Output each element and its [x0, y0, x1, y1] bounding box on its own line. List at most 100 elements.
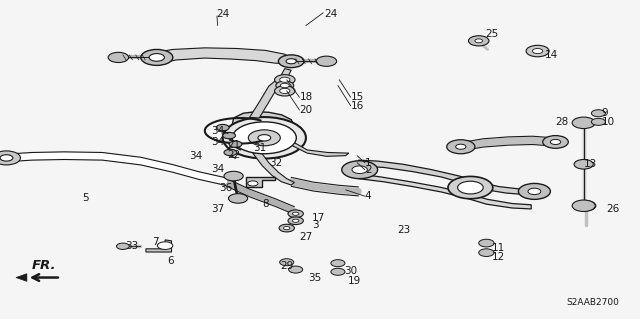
Text: 16: 16 — [351, 101, 364, 111]
Circle shape — [0, 155, 13, 161]
Text: 31: 31 — [253, 143, 266, 153]
Circle shape — [352, 166, 367, 174]
Circle shape — [532, 48, 543, 54]
Circle shape — [526, 45, 549, 57]
Circle shape — [108, 52, 129, 63]
Circle shape — [448, 176, 493, 199]
Text: 25: 25 — [485, 29, 499, 40]
Circle shape — [232, 122, 296, 154]
Circle shape — [289, 266, 303, 273]
Circle shape — [280, 259, 294, 266]
Text: 6: 6 — [168, 256, 174, 266]
Text: 29: 29 — [280, 261, 294, 271]
Polygon shape — [253, 152, 294, 185]
Text: S2AAB2700: S2AAB2700 — [566, 298, 620, 307]
Text: 34: 34 — [211, 126, 225, 136]
Polygon shape — [250, 69, 291, 118]
Circle shape — [276, 81, 294, 90]
Polygon shape — [230, 112, 294, 155]
Text: 19: 19 — [348, 276, 361, 286]
Circle shape — [224, 149, 237, 156]
Polygon shape — [291, 142, 349, 156]
Text: 15: 15 — [351, 92, 364, 102]
Text: 24: 24 — [216, 9, 230, 19]
Circle shape — [280, 83, 289, 88]
Text: 35: 35 — [308, 272, 322, 283]
Circle shape — [275, 75, 295, 85]
Circle shape — [288, 217, 303, 225]
Text: 20: 20 — [300, 105, 313, 115]
Circle shape — [157, 242, 173, 249]
Circle shape — [468, 36, 489, 46]
Polygon shape — [358, 160, 538, 195]
Text: 26: 26 — [607, 204, 620, 214]
Text: 7: 7 — [152, 237, 159, 248]
Text: 1: 1 — [365, 158, 371, 168]
Circle shape — [572, 200, 595, 211]
Circle shape — [141, 49, 173, 65]
Circle shape — [224, 171, 243, 181]
Circle shape — [550, 139, 561, 145]
Circle shape — [229, 141, 242, 147]
Circle shape — [279, 224, 294, 232]
Polygon shape — [246, 177, 275, 187]
Text: 17: 17 — [312, 212, 325, 223]
Text: 28: 28 — [556, 117, 569, 127]
Circle shape — [518, 183, 550, 199]
Circle shape — [280, 88, 290, 93]
Text: 4: 4 — [365, 191, 371, 201]
Circle shape — [316, 56, 337, 66]
Circle shape — [149, 54, 164, 61]
Text: 34: 34 — [211, 137, 225, 147]
Circle shape — [258, 135, 271, 141]
Circle shape — [479, 239, 494, 247]
Circle shape — [248, 181, 258, 186]
Text: FR.: FR. — [31, 259, 56, 272]
Text: 18: 18 — [300, 92, 313, 102]
Circle shape — [479, 249, 494, 256]
Circle shape — [223, 132, 236, 139]
Text: 33: 33 — [125, 241, 139, 251]
Circle shape — [292, 212, 299, 215]
Text: 12: 12 — [492, 252, 505, 262]
Circle shape — [275, 86, 295, 96]
Circle shape — [286, 59, 296, 64]
Text: 32: 32 — [269, 158, 282, 168]
Circle shape — [284, 226, 290, 230]
Text: 24: 24 — [324, 9, 337, 19]
Circle shape — [591, 110, 605, 117]
Text: 11: 11 — [492, 243, 505, 253]
Circle shape — [458, 181, 483, 194]
Text: 34: 34 — [211, 164, 225, 174]
Circle shape — [331, 260, 345, 267]
Text: 34: 34 — [189, 151, 202, 161]
Text: 10: 10 — [602, 117, 615, 127]
Circle shape — [331, 268, 345, 275]
Text: 36: 36 — [219, 183, 232, 193]
Polygon shape — [16, 274, 27, 281]
Circle shape — [456, 144, 466, 149]
Circle shape — [574, 160, 593, 169]
Circle shape — [280, 77, 290, 82]
Circle shape — [248, 130, 280, 146]
Circle shape — [475, 39, 483, 43]
Circle shape — [447, 140, 475, 154]
Text: 27: 27 — [300, 232, 313, 242]
Text: 8: 8 — [262, 199, 269, 209]
Text: 13: 13 — [584, 159, 597, 169]
Text: 14: 14 — [545, 50, 559, 60]
Text: 30: 30 — [344, 266, 358, 276]
Circle shape — [0, 151, 20, 165]
Text: 22: 22 — [227, 150, 241, 160]
Text: 2: 2 — [365, 165, 371, 175]
Text: 37: 37 — [211, 204, 225, 214]
Circle shape — [278, 55, 304, 68]
Circle shape — [116, 243, 129, 249]
Circle shape — [591, 118, 605, 125]
Circle shape — [288, 210, 303, 218]
Polygon shape — [154, 48, 294, 64]
Circle shape — [342, 161, 378, 179]
Circle shape — [216, 124, 229, 131]
Text: 5: 5 — [82, 193, 88, 203]
Circle shape — [575, 201, 596, 211]
